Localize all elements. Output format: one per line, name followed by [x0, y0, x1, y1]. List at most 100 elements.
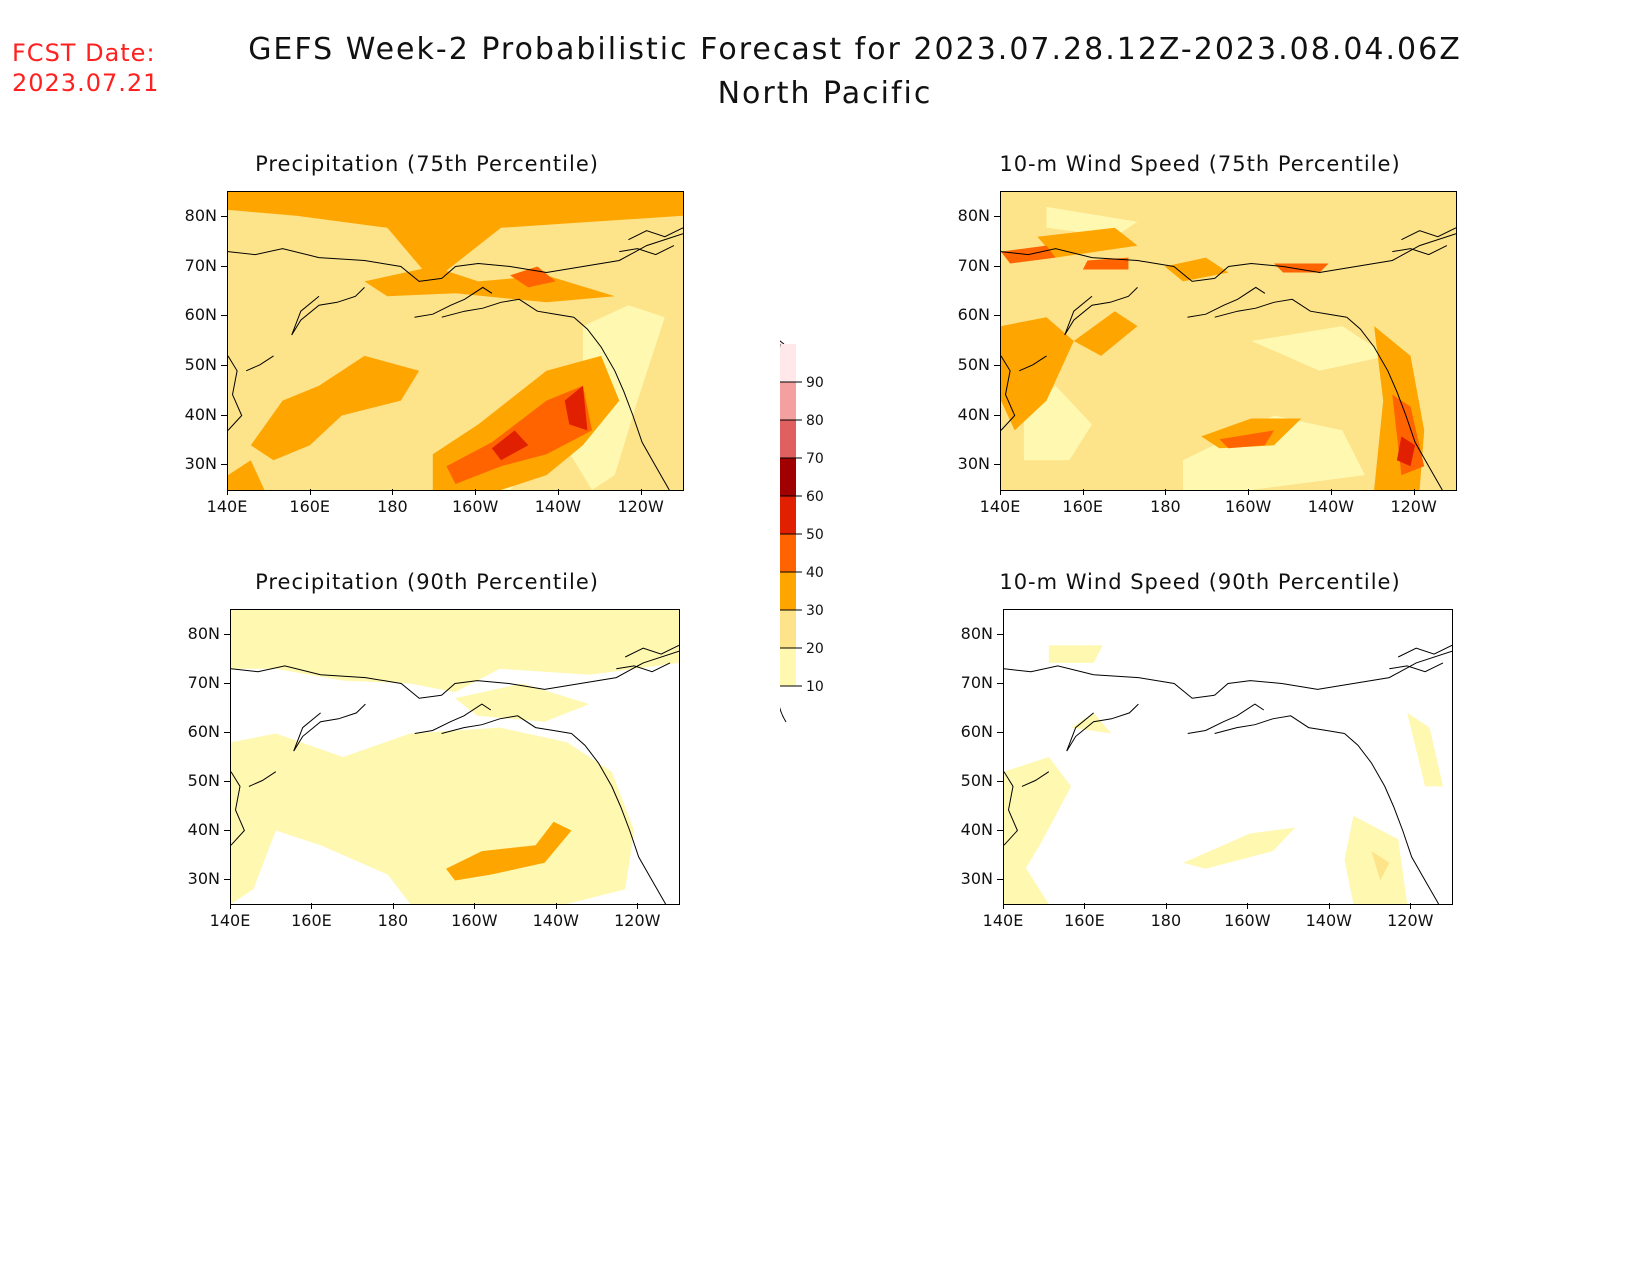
lon-tick-label: 120W: [1390, 497, 1437, 516]
lat-tick-label: 50N: [960, 770, 993, 790]
map-precip-90: [230, 609, 680, 905]
probability-contour-fill: [1183, 827, 1296, 869]
probability-contour-fill: [1396, 436, 1416, 467]
lon-tick-label: 160E: [289, 497, 331, 516]
colorbar-swatch: [780, 534, 796, 572]
coastline: [1214, 298, 1347, 318]
colorbar-swatch: [780, 648, 796, 686]
lat-tick: [221, 315, 227, 317]
lat-tick: [994, 464, 1000, 466]
lon-tick: [555, 903, 557, 909]
probability-contour-fill: [510, 266, 556, 288]
coastline: [291, 287, 365, 336]
lon-tick: [1248, 489, 1250, 495]
colorbar-label: 70: [806, 451, 824, 467]
lon-tick-label: 120W: [614, 911, 661, 930]
lat-tick: [221, 215, 227, 217]
probability-contour-fill: [250, 355, 420, 461]
forecast-date-value: 2023.07.21: [12, 69, 160, 97]
lat-tick-label: 70N: [187, 672, 220, 692]
colorbar-swatch: [780, 572, 796, 610]
map-precip-75: [227, 191, 684, 491]
panel-title: Precipitation (90th Percentile): [255, 570, 599, 594]
coastline: [1214, 650, 1452, 696]
lon-tick-label: 160E: [1062, 497, 1104, 516]
probability-contour-fill: [364, 266, 615, 303]
panel-title: 10-m Wind Speed (75th Percentile): [999, 152, 1401, 176]
panel-title: Precipitation (75th Percentile): [255, 152, 599, 176]
probability-contour-fill: [228, 460, 265, 490]
probability-contour-fill: [1183, 415, 1365, 490]
colorbar-swatch: [780, 344, 796, 382]
lon-tick-label: 160W: [451, 497, 499, 516]
probability-contour-fill: [1001, 317, 1074, 431]
probability-contour-fill: [244, 815, 267, 840]
lon-tick-label: 140E: [209, 911, 251, 930]
forecast-date-label: FCST Date:: [12, 39, 156, 67]
lon-tick-label: 120W: [617, 497, 664, 516]
coastline: [1021, 771, 1050, 787]
lat-tick-label: 40N: [187, 819, 220, 839]
lat-tick-label: 50N: [184, 354, 217, 374]
lon-tick: [1084, 903, 1086, 909]
lon-tick: [474, 903, 476, 909]
coastline: [293, 703, 366, 752]
lat-tick-label: 30N: [957, 454, 990, 474]
map-wind-75: [1000, 191, 1457, 491]
coastline: [231, 665, 442, 699]
lon-tick-label: 140W: [1305, 911, 1352, 930]
colorbar-top-tip: [768, 331, 785, 345]
lat-tick-label: 80N: [957, 205, 990, 225]
lon-tick-label: 160E: [291, 911, 332, 930]
lat-tick-label: 80N: [187, 623, 220, 643]
colorbar-label: 60: [806, 489, 824, 505]
coastline: [1066, 703, 1139, 752]
lat-tick-label: 40N: [184, 404, 217, 424]
lat-tick-label: 60N: [187, 721, 220, 741]
lon-tick: [311, 903, 313, 909]
lon-tick: [1413, 489, 1415, 495]
lat-tick: [994, 215, 1000, 217]
lat-tick-label: 80N: [960, 623, 993, 643]
colorbar-label: 20: [806, 641, 824, 657]
lat-tick-label: 40N: [960, 819, 993, 839]
coastline: [248, 771, 277, 787]
probability-contour-fill: [455, 683, 590, 722]
probability-contour-fill: [1164, 257, 1229, 282]
lon-tick-label: 140W: [532, 911, 579, 930]
lat-tick: [997, 829, 1003, 831]
colorbar-label: 50: [806, 527, 824, 543]
coastline: [1392, 245, 1448, 256]
probability-contour-fill: [564, 385, 588, 431]
coastline: [1214, 715, 1345, 734]
coastline: [441, 650, 679, 696]
probability-contour-fill: [1407, 712, 1443, 787]
coastline: [228, 248, 442, 282]
lat-tick: [221, 265, 227, 267]
coastline: [619, 245, 675, 256]
lat-tick: [221, 364, 227, 366]
lat-tick: [994, 364, 1000, 366]
lon-tick-label: 160W: [1224, 497, 1272, 516]
lon-tick: [309, 489, 311, 495]
lat-tick: [224, 829, 230, 831]
lat-tick-label: 30N: [187, 868, 220, 888]
probability-contour-fill: [1082, 257, 1129, 270]
probability-contour-fill: [1251, 326, 1388, 371]
lat-tick: [997, 780, 1003, 782]
lon-tick: [1247, 903, 1249, 909]
lat-tick-label: 70N: [960, 672, 993, 692]
lat-tick: [224, 682, 230, 684]
coastline: [571, 733, 667, 904]
lon-tick-label: 180: [377, 497, 408, 516]
lon-tick: [1082, 489, 1084, 495]
lon-tick: [1165, 489, 1167, 495]
lon-tick: [1410, 903, 1412, 909]
panel-title: 10-m Wind Speed (90th Percentile): [999, 570, 1401, 594]
lon-tick: [475, 489, 477, 495]
coastline: [1214, 233, 1456, 279]
lon-tick: [1330, 489, 1332, 495]
colorbar-swatch: [780, 420, 796, 458]
coastline: [1389, 662, 1444, 673]
probability-contour-fill: [1274, 263, 1329, 273]
